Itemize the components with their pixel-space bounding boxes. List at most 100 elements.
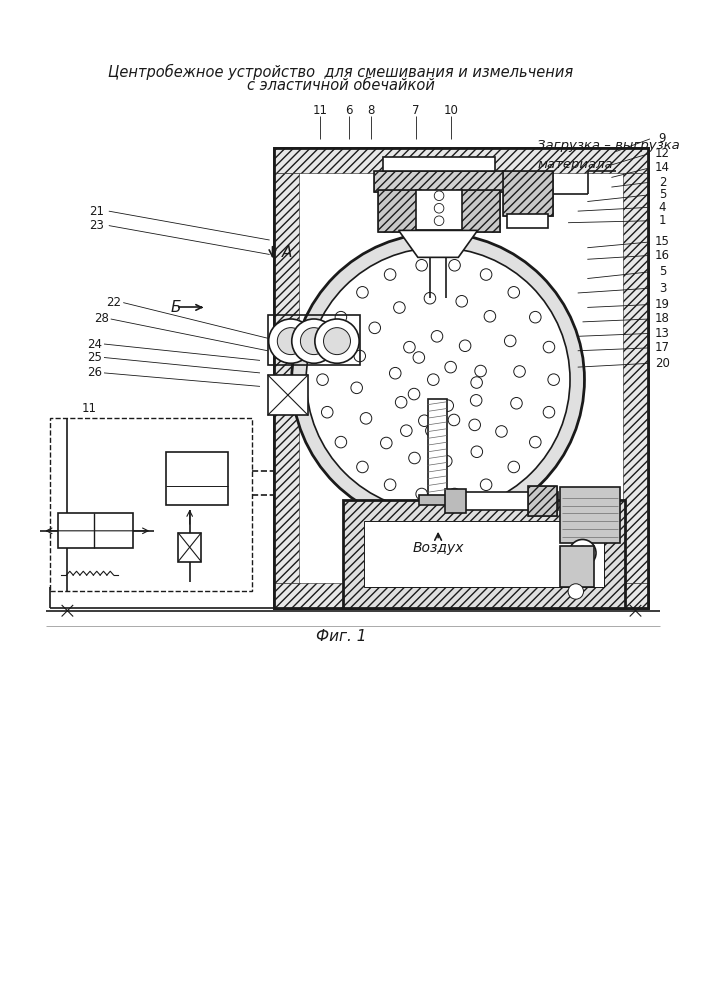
- Text: 6: 6: [345, 104, 352, 117]
- Text: 11: 11: [82, 402, 97, 415]
- Circle shape: [440, 455, 452, 467]
- Circle shape: [380, 437, 392, 449]
- Bar: [447, 492, 558, 510]
- Text: 3: 3: [659, 282, 666, 295]
- Circle shape: [475, 365, 486, 377]
- Circle shape: [395, 396, 407, 408]
- Text: 2: 2: [659, 176, 666, 189]
- Bar: [343, 500, 625, 608]
- Bar: [373, 171, 505, 192]
- Bar: [416, 190, 462, 230]
- Text: с эластичной обечайкой: с эластичной обечайкой: [247, 78, 435, 93]
- Bar: [503, 171, 553, 216]
- Circle shape: [322, 341, 333, 353]
- Bar: [527, 486, 556, 516]
- Circle shape: [426, 425, 437, 436]
- Circle shape: [460, 340, 471, 352]
- Circle shape: [449, 259, 460, 271]
- Bar: [268, 375, 308, 415]
- Text: 4: 4: [659, 201, 666, 214]
- Circle shape: [508, 287, 520, 298]
- Bar: [274, 173, 300, 583]
- Text: 13: 13: [655, 327, 670, 340]
- Circle shape: [385, 269, 396, 280]
- Circle shape: [434, 203, 444, 213]
- Bar: [457, 190, 500, 232]
- Bar: [364, 521, 604, 587]
- Circle shape: [356, 287, 368, 298]
- Circle shape: [354, 350, 366, 362]
- Circle shape: [424, 292, 436, 304]
- Circle shape: [470, 395, 482, 406]
- Circle shape: [394, 302, 405, 313]
- Circle shape: [416, 259, 428, 271]
- Circle shape: [315, 319, 359, 363]
- Circle shape: [530, 436, 541, 448]
- Circle shape: [300, 328, 327, 355]
- Circle shape: [480, 479, 492, 491]
- Bar: [50, 418, 252, 591]
- Circle shape: [434, 191, 444, 201]
- Bar: [457, 190, 500, 232]
- Circle shape: [514, 366, 525, 377]
- Circle shape: [335, 311, 346, 323]
- Circle shape: [442, 400, 453, 411]
- Bar: [419, 495, 455, 505]
- Circle shape: [496, 426, 507, 437]
- Circle shape: [445, 361, 457, 373]
- Circle shape: [409, 452, 420, 464]
- Circle shape: [292, 319, 336, 363]
- Bar: [508, 214, 548, 228]
- Text: 21: 21: [89, 205, 104, 218]
- Text: Центробежное устройство  для смешивания и измельчения: Центробежное устройство для смешивания и…: [108, 63, 573, 80]
- Circle shape: [292, 233, 585, 526]
- Circle shape: [419, 415, 430, 426]
- Text: 17: 17: [655, 341, 670, 354]
- Bar: [373, 171, 505, 192]
- Bar: [178, 533, 201, 562]
- Bar: [378, 190, 421, 232]
- Circle shape: [277, 328, 304, 355]
- Circle shape: [469, 419, 481, 431]
- Circle shape: [413, 352, 425, 363]
- Circle shape: [448, 414, 460, 426]
- Circle shape: [335, 436, 346, 448]
- Text: 14: 14: [655, 161, 670, 174]
- Polygon shape: [399, 230, 478, 257]
- Text: 5: 5: [659, 188, 666, 201]
- Bar: [58, 513, 133, 548]
- Text: 19: 19: [655, 298, 670, 311]
- Circle shape: [548, 374, 559, 385]
- Circle shape: [317, 374, 328, 385]
- Text: 25: 25: [87, 351, 102, 364]
- Circle shape: [510, 397, 522, 409]
- Circle shape: [456, 296, 467, 307]
- Bar: [445, 489, 466, 513]
- Circle shape: [361, 413, 372, 424]
- Circle shape: [480, 269, 492, 280]
- Bar: [527, 486, 556, 516]
- Text: 28: 28: [93, 312, 109, 325]
- Circle shape: [324, 328, 351, 355]
- Text: 7: 7: [412, 104, 420, 117]
- Circle shape: [543, 341, 555, 353]
- Bar: [46, 611, 660, 626]
- Circle shape: [416, 488, 428, 500]
- Circle shape: [401, 425, 412, 436]
- Bar: [561, 487, 620, 543]
- Circle shape: [530, 311, 541, 323]
- Circle shape: [508, 461, 520, 473]
- Text: 22: 22: [106, 296, 121, 309]
- Circle shape: [471, 446, 483, 458]
- Circle shape: [431, 331, 443, 342]
- Bar: [503, 171, 553, 216]
- Circle shape: [385, 479, 396, 491]
- Text: 12: 12: [655, 147, 670, 160]
- Text: A: A: [282, 245, 293, 260]
- Bar: [274, 148, 648, 608]
- Text: 20: 20: [655, 357, 670, 370]
- Text: 10: 10: [443, 104, 458, 117]
- Bar: [364, 521, 604, 587]
- Text: 23: 23: [89, 219, 104, 232]
- Circle shape: [568, 584, 583, 599]
